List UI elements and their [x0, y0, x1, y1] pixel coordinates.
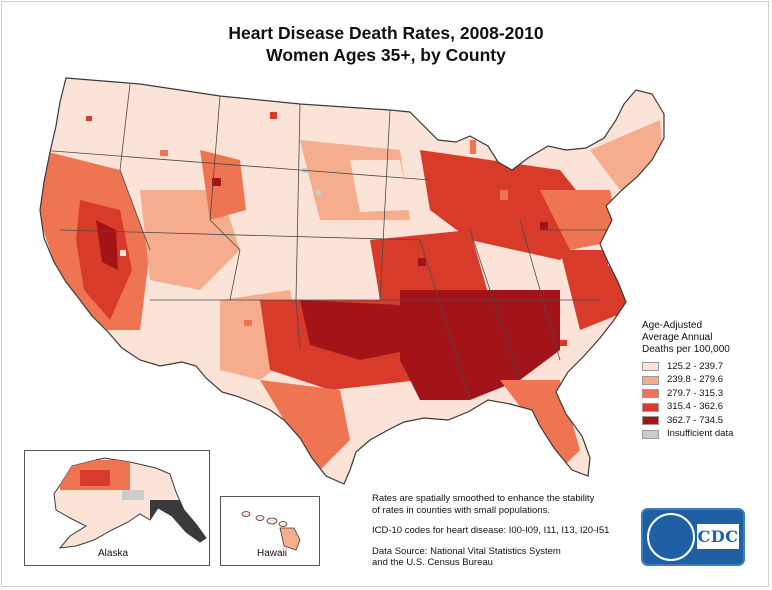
note-icd-codes: ICD-10 codes for heart disease: I00-I09,…: [372, 525, 610, 536]
legend-title-line-2: Average Annual: [642, 332, 713, 343]
map-legend: Age-Adjusted Average Annual Deaths per 1…: [642, 320, 733, 441]
note-source-line-1: Data Source: National Vital Statistics S…: [372, 545, 561, 557]
legend-title-line-1: Age-Adjusted: [642, 320, 703, 331]
hawaii-label: Hawaii: [257, 548, 288, 559]
hawaii-inset: [241, 511, 301, 551]
legend-swatch: [642, 416, 659, 426]
legend-class-4: 315.4 - 362.6: [642, 401, 733, 415]
legend-label: 362.7 - 734.5: [667, 414, 723, 426]
legend-label: Insufficient data: [667, 428, 734, 440]
legend-label: 279.7 - 315.3: [667, 387, 723, 399]
map-title: Heart Disease Death Rates, 2008-2010: [228, 23, 544, 43]
legend-title-line-3: Deaths per 100,000: [642, 344, 730, 355]
legend-class-2: 239.8 - 279.6: [642, 374, 733, 388]
alaska-label: Alaska: [98, 548, 129, 559]
legend-label: 239.8 - 279.6: [667, 374, 723, 386]
note-smoothing-line-1: Rates are spatially smoothed to enhance …: [372, 493, 595, 504]
hawaii-inset-frame: [220, 496, 320, 566]
legend-swatch: [642, 402, 659, 412]
legend-class-3: 279.7 - 315.3: [642, 387, 733, 401]
note-source-line-2: and the U.S. Census Bureau: [372, 557, 493, 568]
legend-class-1: 125.2 - 239.7: [642, 360, 733, 374]
note-smoothing-line-2: of rates in counties with small populati…: [372, 504, 550, 516]
legend-swatch: [642, 362, 659, 372]
hhs-eagle-icon: [647, 513, 695, 561]
us-mainland: [39, 77, 665, 485]
legend-class-insufficient: Insufficient data: [642, 428, 733, 442]
legend-swatch: [642, 389, 659, 399]
map-subtitle: Women Ages 35+, by County: [266, 45, 506, 65]
legend-label: 125.2 - 239.7: [667, 360, 723, 372]
alaska-inset-frame: [24, 450, 210, 566]
legend-class-5: 362.7 - 734.5: [642, 414, 733, 428]
map-notes: Rates are spatially smoothed to enhance …: [372, 493, 622, 569]
cdc-logo: CDC: [641, 508, 745, 566]
legend-label: 315.4 - 362.6: [667, 401, 723, 413]
legend-swatch: [642, 429, 659, 439]
cdc-logo-text: CDC: [697, 524, 739, 549]
legend-swatch: [642, 375, 659, 385]
